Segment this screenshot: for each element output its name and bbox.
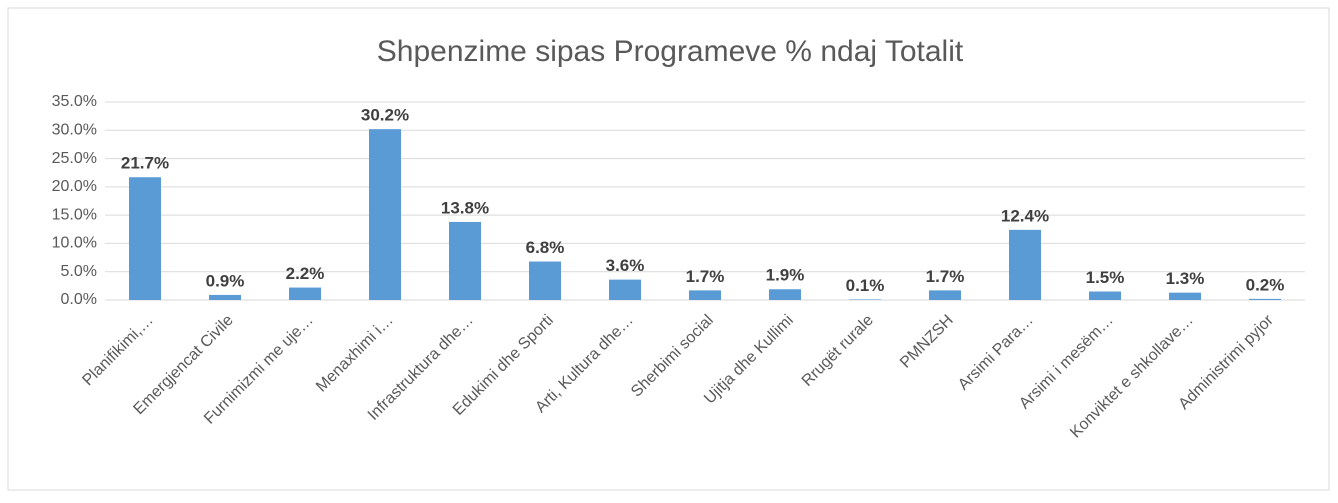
y-tick-label: 35.0% [52, 93, 97, 110]
data-label: 30.2% [361, 106, 409, 125]
y-tick-label: 15.0% [52, 206, 97, 223]
bar [529, 261, 561, 300]
bar [369, 129, 401, 300]
chart-border [7, 7, 1330, 491]
data-label: 2.2% [286, 264, 325, 283]
data-label: 1.3% [1166, 269, 1205, 288]
bar [609, 279, 641, 300]
bar [289, 287, 321, 300]
data-label: 12.4% [1001, 206, 1049, 225]
data-label: 3.6% [606, 256, 645, 275]
y-tick-label: 25.0% [52, 150, 97, 167]
data-label: 0.9% [206, 271, 245, 290]
data-label: 1.9% [766, 266, 805, 285]
bar [769, 289, 801, 300]
bar [1169, 292, 1201, 300]
y-tick-label: 5.0% [61, 263, 97, 280]
data-label: 1.5% [1086, 268, 1125, 287]
bar [129, 177, 161, 300]
data-label: 1.7% [686, 267, 725, 286]
y-tick-label: 30.0% [52, 122, 97, 139]
y-tick-label: 0.0% [61, 291, 97, 308]
y-tick-label: 10.0% [52, 235, 97, 252]
bar [1009, 229, 1041, 300]
data-label: 0.2% [1246, 275, 1285, 294]
bar [689, 290, 721, 300]
data-label: 21.7% [121, 154, 169, 173]
y-tick-label: 20.0% [52, 178, 97, 195]
data-label: 13.8% [441, 198, 489, 217]
bar [929, 290, 961, 300]
bar [449, 221, 481, 300]
bar [1249, 298, 1281, 300]
chart-title: Shpenzime sipas Programeve % ndaj Totali… [377, 35, 964, 68]
data-label: 1.7% [926, 267, 965, 286]
data-label: 0.1% [846, 276, 885, 295]
bar [849, 299, 881, 300]
bar [209, 294, 241, 300]
data-label: 6.8% [526, 238, 565, 257]
bar [1089, 291, 1121, 300]
